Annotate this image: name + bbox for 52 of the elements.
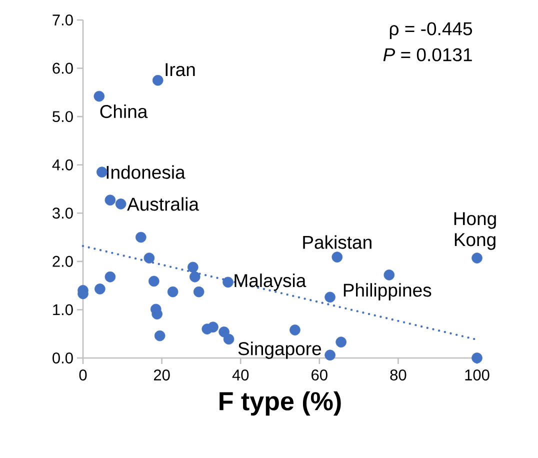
y-tick-label: 6.0 <box>52 62 73 74</box>
point <box>208 322 218 332</box>
point <box>144 252 155 264</box>
y-tick-label: 5.0 <box>52 111 73 122</box>
annotation: ρ = -0.445 <box>390 22 472 39</box>
point <box>104 271 116 282</box>
annotation: Indonesia <box>106 165 186 179</box>
y-tick-label: 3.0 <box>52 208 73 219</box>
annotation: Hong Kong <box>454 212 496 250</box>
point <box>336 336 346 348</box>
x-axis-title: F type (%) <box>220 391 341 416</box>
annotation: Australia <box>127 197 199 211</box>
point <box>136 232 146 243</box>
y-tick-label: 0.0 <box>52 352 73 364</box>
x-tick-label: 100 <box>465 370 490 380</box>
x-tick-label: 80 <box>390 370 406 380</box>
y-tick-label: 4.0 <box>52 159 73 170</box>
annotation: Malaysia <box>234 274 306 291</box>
annotation: Iran <box>166 63 195 76</box>
point <box>324 350 336 361</box>
point <box>115 198 126 210</box>
annotation: Pakistan <box>303 235 372 249</box>
point <box>472 252 482 264</box>
annotation: Philippines <box>344 283 432 300</box>
point <box>472 352 482 364</box>
point <box>94 284 106 294</box>
point <box>104 194 116 206</box>
x-tick-label: 60 <box>312 370 328 380</box>
y-tick-label: 1.0 <box>53 304 73 316</box>
point <box>167 286 178 298</box>
y-tick-label: 7.0 <box>52 14 73 26</box>
annotation: Singapore <box>238 342 322 359</box>
annotation: P = 0.0131 <box>383 48 472 62</box>
point <box>148 276 160 287</box>
annotation: China <box>100 104 148 118</box>
point <box>96 166 108 178</box>
x-tick-label: 20 <box>154 370 170 380</box>
point <box>154 330 166 342</box>
point <box>223 334 234 345</box>
point <box>384 270 395 280</box>
y-tick-label: 2.0 <box>52 256 73 267</box>
point <box>222 276 234 288</box>
point <box>188 262 198 273</box>
point <box>190 271 200 282</box>
x-tick-label: 0 <box>79 370 87 380</box>
point <box>332 252 343 262</box>
point <box>94 90 105 102</box>
point <box>324 292 336 303</box>
point <box>152 74 164 86</box>
point <box>193 286 204 298</box>
x-tick-label: 40 <box>232 370 249 380</box>
point <box>290 324 300 336</box>
